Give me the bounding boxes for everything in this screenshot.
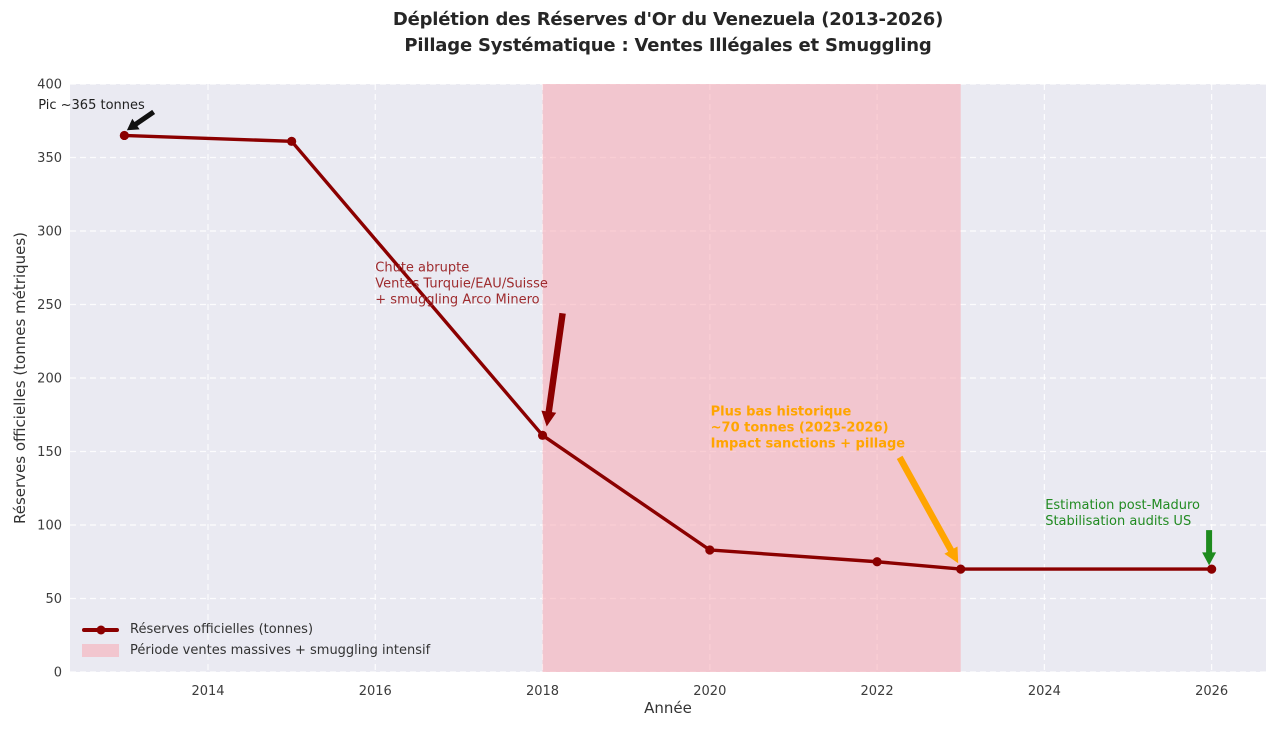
x-axis-label: Année bbox=[644, 699, 692, 717]
legend: Réserves officielles (tonnes) Période ve… bbox=[82, 619, 430, 661]
y-tick-label: 150 bbox=[37, 445, 62, 460]
post-maduro-arrow bbox=[1202, 530, 1217, 566]
y-tick-label: 300 bbox=[37, 225, 62, 240]
x-tick-label: 2022 bbox=[861, 684, 894, 699]
historic-low-arrow bbox=[896, 455, 959, 564]
data-point-marker bbox=[705, 545, 715, 555]
x-tick-label: 2026 bbox=[1195, 684, 1228, 699]
legend-patch-sample bbox=[82, 644, 119, 657]
chart-title: Déplétion des Réserves d'Or du Venezuela… bbox=[392, 9, 944, 30]
x-tick-label: 2020 bbox=[693, 684, 726, 699]
y-tick-label: 100 bbox=[37, 519, 62, 534]
x-tick-label: 2024 bbox=[1028, 684, 1061, 699]
y-tick-label: 250 bbox=[37, 298, 62, 313]
legend-marker-dot bbox=[96, 625, 105, 634]
legend-line-sample bbox=[82, 625, 119, 634]
x-tick-label: 2016 bbox=[359, 684, 392, 699]
peak-arrow bbox=[126, 109, 156, 131]
data-point-marker bbox=[537, 430, 548, 440]
y-tick-label: 200 bbox=[37, 372, 62, 387]
historic-low-annotation: Plus bas historique ~70 tonnes (2023-2026… bbox=[711, 404, 906, 451]
chart-subtitle: Pillage Systématique : Ventes Illégales … bbox=[404, 35, 932, 56]
post-maduro-annotation: Estimation post-Maduro Stabilisation audi… bbox=[1045, 498, 1200, 529]
data-point-marker bbox=[956, 564, 966, 574]
crash-arrow bbox=[541, 312, 566, 427]
crash-annotation: Chute abrupte Ventes Turquie/EAU/Suisse + … bbox=[375, 260, 548, 307]
y-tick-label: 50 bbox=[45, 592, 62, 607]
legend-label-reserves: Réserves officielles (tonnes) bbox=[130, 622, 314, 637]
data-point-marker bbox=[119, 130, 129, 141]
legend-label-band: Période ventes massives + smuggling inte… bbox=[130, 643, 431, 658]
y-axis-label: Réserves officielles (tonnes métriques) bbox=[11, 231, 29, 525]
data-point-marker bbox=[872, 557, 882, 567]
legend-entry-reserves: Réserves officielles (tonnes) bbox=[82, 619, 430, 640]
legend-entry-band: Période ventes massives + smuggling inte… bbox=[82, 640, 430, 661]
data-point-marker bbox=[287, 136, 297, 146]
peak-annotation: Pic ~365 tonnes bbox=[38, 98, 145, 113]
data-point-marker bbox=[1207, 564, 1217, 574]
x-tick-label: 2014 bbox=[191, 684, 224, 699]
y-tick-label: 0 bbox=[54, 666, 62, 681]
y-tick-label: 400 bbox=[37, 78, 62, 93]
x-tick-label: 2018 bbox=[526, 684, 559, 699]
y-tick-label: 350 bbox=[37, 151, 62, 166]
smuggling-period-band bbox=[542, 84, 961, 672]
